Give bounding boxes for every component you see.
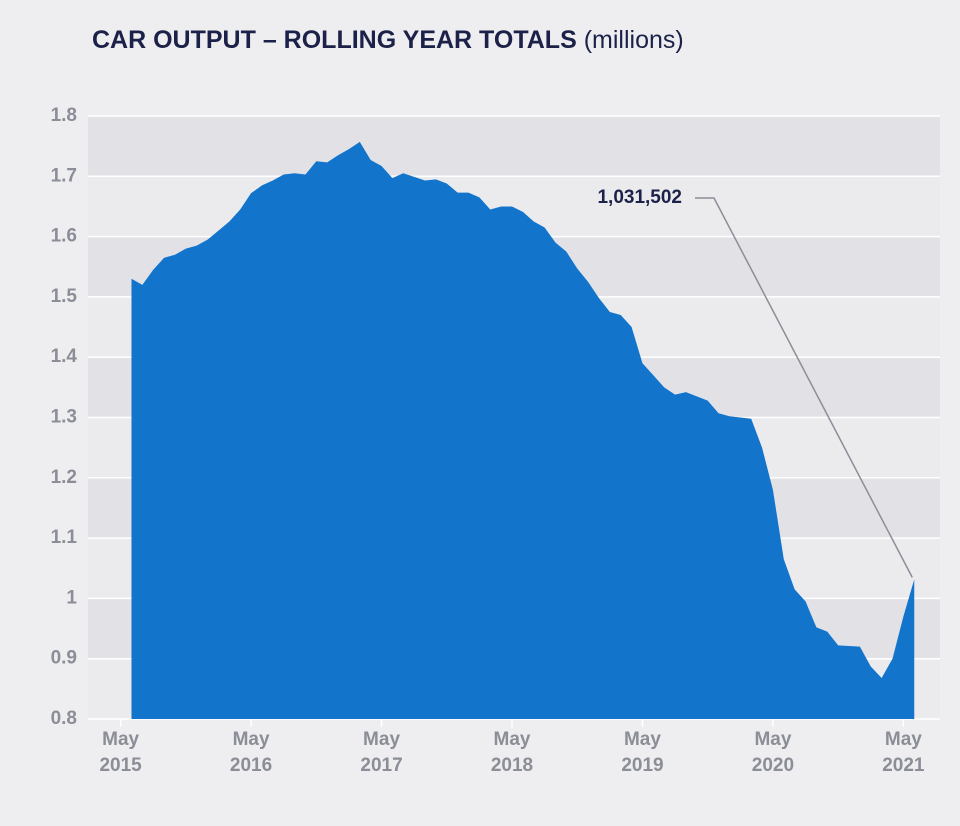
y-tick-label: 1.5 (51, 286, 78, 307)
x-tick-label: May 2015 (99, 729, 142, 776)
y-tick-label: 1.6 (51, 226, 77, 247)
grid-band (88, 116, 940, 177)
y-tick-label: 0.8 (51, 708, 77, 729)
y-tick-label: 1.2 (51, 467, 77, 488)
y-tick-label: 1.1 (51, 527, 78, 548)
y-tick-label: 1.7 (51, 165, 77, 186)
x-tick-label: May 2016 (229, 729, 273, 776)
y-tick-label: 1.4 (51, 346, 78, 367)
annotation-leader (695, 197, 913, 578)
x-tick-label: May 2020 (751, 729, 795, 776)
x-tick-label: May 2021 (882, 729, 925, 776)
y-tick-label: 1.3 (51, 407, 77, 428)
y-tick-label: 1 (66, 587, 77, 608)
chart-title: CAR OUTPUT – ROLLING YEAR TOTALS (92, 26, 577, 54)
annotation: 1,031,502 (597, 187, 682, 208)
title-block: CAR OUTPUT – ROLLING YEAR TOTALS (millio… (92, 26, 684, 55)
title-unit: (millions) (583, 26, 684, 54)
y-tick-label: 0.9 (51, 648, 77, 669)
area (131, 141, 915, 719)
x-tick-label: May 2017 (360, 729, 403, 776)
y-tick-label: 1.8 (51, 105, 77, 126)
x-tick-label: May 2018 (490, 729, 534, 776)
x-tick-label: May 2019 (621, 729, 664, 776)
